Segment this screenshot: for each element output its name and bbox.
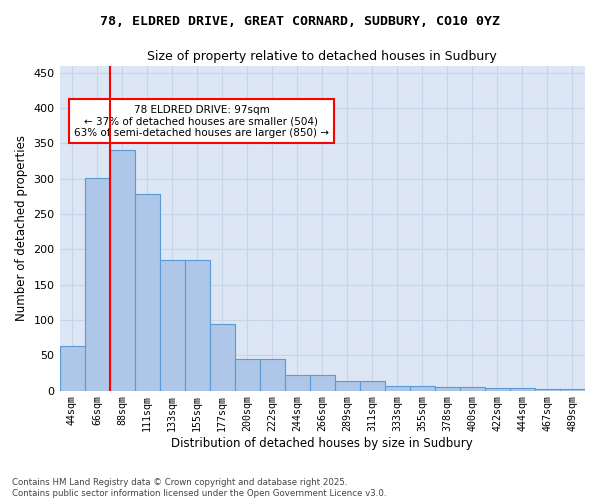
Bar	[485, 388, 510, 390]
Bar	[385, 386, 410, 390]
Bar	[185, 260, 209, 390]
Bar	[260, 359, 285, 390]
Bar	[460, 387, 485, 390]
Bar	[59, 346, 85, 391]
Bar	[209, 324, 235, 390]
Bar	[510, 388, 535, 390]
Bar	[560, 389, 585, 390]
Text: Contains HM Land Registry data © Crown copyright and database right 2025.
Contai: Contains HM Land Registry data © Crown c…	[12, 478, 386, 498]
Title: Size of property relative to detached houses in Sudbury: Size of property relative to detached ho…	[148, 50, 497, 63]
X-axis label: Distribution of detached houses by size in Sudbury: Distribution of detached houses by size …	[172, 437, 473, 450]
Bar	[535, 389, 560, 390]
Bar	[360, 382, 385, 390]
Bar	[160, 260, 185, 390]
Bar	[410, 386, 435, 390]
Bar	[110, 150, 134, 390]
Bar	[310, 375, 335, 390]
Y-axis label: Number of detached properties: Number of detached properties	[15, 135, 28, 321]
Bar	[134, 194, 160, 390]
Bar	[335, 382, 360, 390]
Bar	[285, 375, 310, 390]
Bar	[435, 387, 460, 390]
Bar	[85, 178, 110, 390]
Bar	[235, 359, 260, 390]
Text: 78 ELDRED DRIVE: 97sqm
← 37% of detached houses are smaller (504)
63% of semi-de: 78 ELDRED DRIVE: 97sqm ← 37% of detached…	[74, 104, 329, 138]
Text: 78, ELDRED DRIVE, GREAT CORNARD, SUDBURY, CO10 0YZ: 78, ELDRED DRIVE, GREAT CORNARD, SUDBURY…	[100, 15, 500, 28]
